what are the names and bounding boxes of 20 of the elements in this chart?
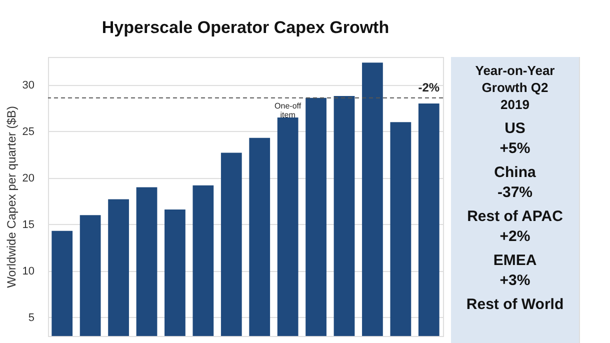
text: Year-on-Year Growth Q2 2019 xyxy=(475,63,555,112)
y-tick-label: 25 xyxy=(22,126,34,138)
annotation: -2% xyxy=(418,80,440,94)
text: +5% xyxy=(500,140,530,157)
text: +3% xyxy=(500,272,530,289)
text: -37% xyxy=(497,184,533,201)
y-tick-label: 20 xyxy=(22,172,34,184)
text: +2% xyxy=(500,228,530,245)
y-axis-title: Worldwide Capex per quarter ($B) xyxy=(4,106,18,288)
text: Rest of APAC xyxy=(467,208,564,225)
text: Rest of World xyxy=(466,296,564,313)
annotation: One-off item xyxy=(274,101,302,120)
y-tick-label: 5 xyxy=(28,312,34,324)
y-tick-label: 30 xyxy=(22,79,34,92)
text: EMEA xyxy=(493,252,537,269)
y-tick-label: 10 xyxy=(22,265,34,278)
chart-title: Hyperscale Operator Capex Growth xyxy=(102,18,390,37)
text: US xyxy=(504,120,526,137)
y-tick-label: 15 xyxy=(22,218,34,231)
text: China xyxy=(494,164,536,181)
